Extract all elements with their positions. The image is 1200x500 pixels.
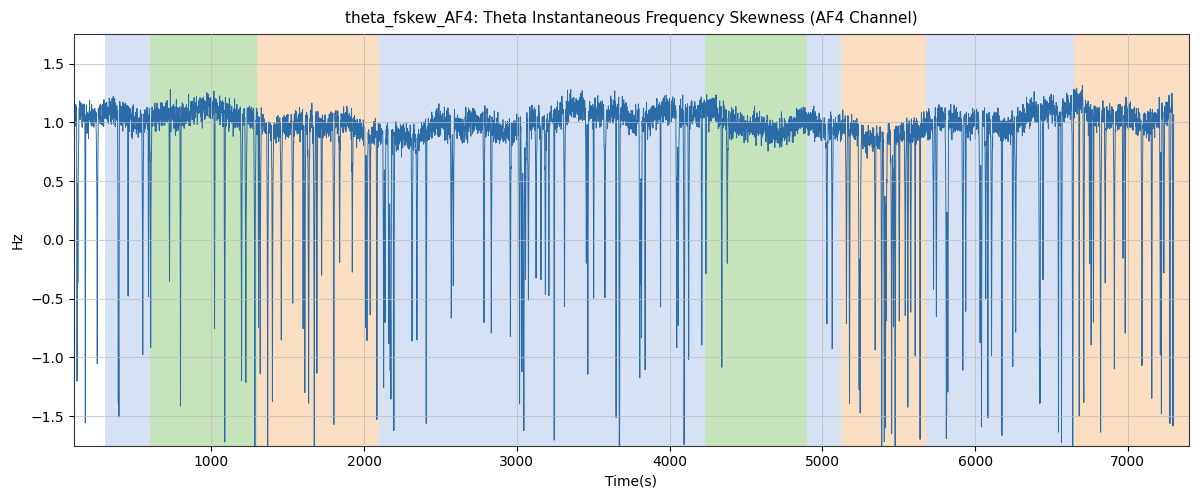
Bar bbox=[379, 34, 704, 446]
Bar bbox=[104, 34, 150, 446]
Bar bbox=[1074, 34, 1189, 446]
Bar bbox=[150, 34, 257, 446]
Bar bbox=[704, 34, 738, 446]
Bar bbox=[926, 34, 1074, 446]
Bar bbox=[808, 34, 841, 446]
Bar bbox=[257, 34, 379, 446]
Bar bbox=[841, 34, 926, 446]
Bar bbox=[738, 34, 808, 446]
X-axis label: Time(s): Time(s) bbox=[606, 475, 658, 489]
Title: theta_fskew_AF4: Theta Instantaneous Frequency Skewness (AF4 Channel): theta_fskew_AF4: Theta Instantaneous Fre… bbox=[346, 11, 918, 28]
Y-axis label: Hz: Hz bbox=[11, 231, 25, 249]
